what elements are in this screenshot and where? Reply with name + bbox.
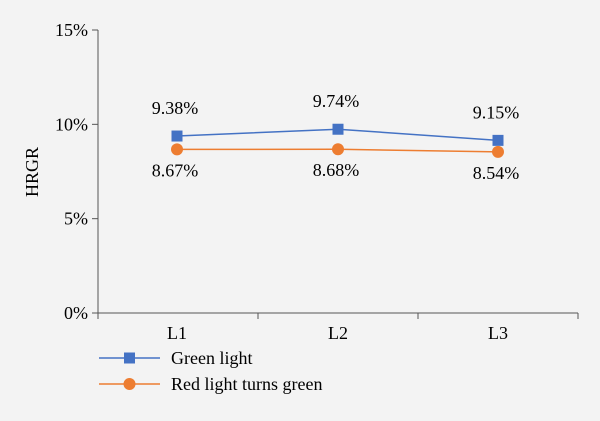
y-tick-labels: 0% 5% 10% 15%	[55, 20, 98, 323]
y-tick-label: 0%	[64, 303, 88, 323]
y-tick-label: 10%	[55, 114, 88, 134]
legend: Green light Red light turns green	[99, 348, 322, 394]
series-1: 8.67% 8.68% 8.54%	[152, 143, 520, 183]
legend-label: Red light turns green	[171, 374, 322, 394]
legend-marker	[124, 352, 135, 364]
data-label: 8.68%	[313, 160, 360, 180]
legend-item: Red light turns green	[99, 374, 322, 394]
data-point-marker	[492, 145, 504, 158]
x-tick-label: L2	[328, 323, 348, 343]
data-point-marker	[171, 130, 183, 142]
legend-marker	[123, 378, 136, 390]
legend-label: Green light	[171, 348, 252, 368]
data-label: 8.67%	[152, 160, 199, 180]
data-point-marker	[332, 143, 344, 156]
series-0: 9.38% 9.74% 9.15%	[152, 91, 520, 146]
x-tick-labels: L1 L2 L3	[97, 313, 579, 343]
data-point-marker	[492, 134, 504, 146]
y-axis-title: HRGR	[22, 147, 42, 197]
x-tick-label: L3	[488, 323, 508, 343]
y-tick-label: 15%	[55, 20, 88, 40]
x-tick-label: L1	[167, 323, 187, 343]
data-label: 9.15%	[473, 102, 520, 122]
legend-item: Green light	[99, 348, 252, 368]
series-layer: 9.38% 9.74% 9.15% 8.67% 8.68% 8.54%	[152, 91, 520, 183]
data-point-marker	[332, 123, 344, 135]
data-label: 9.74%	[313, 91, 360, 111]
y-tick-label: 5%	[64, 209, 88, 229]
data-label: 9.38%	[152, 98, 199, 118]
data-point-marker	[171, 143, 183, 156]
data-label: 8.54%	[473, 163, 520, 183]
